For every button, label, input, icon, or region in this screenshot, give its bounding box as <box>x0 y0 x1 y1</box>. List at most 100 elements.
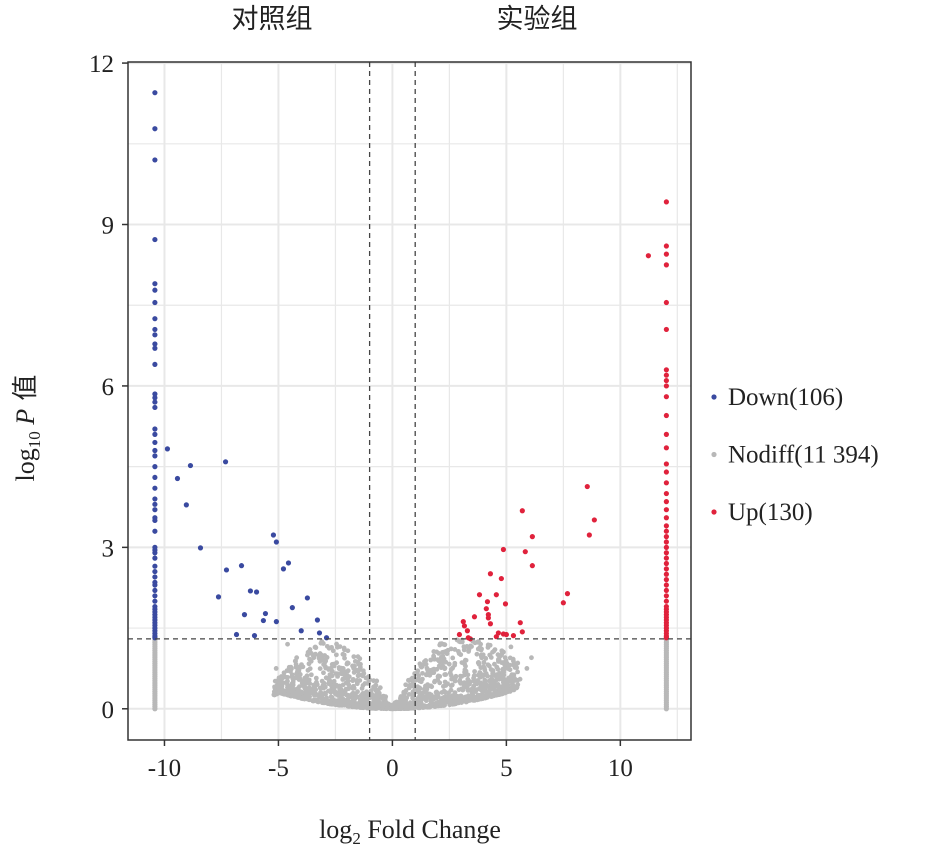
nodiff-point <box>317 658 323 664</box>
down-point <box>152 126 158 132</box>
nodiff-point <box>296 668 302 674</box>
down-point <box>152 447 158 454</box>
nodiff-point <box>398 706 404 711</box>
nodiff-point <box>324 695 329 701</box>
nodiff-point <box>485 645 491 650</box>
nodiff-point <box>441 688 447 694</box>
group-label-right: 实验组 <box>497 4 578 35</box>
nodiff-point <box>469 644 474 649</box>
down-point <box>197 545 204 551</box>
nodiff-point <box>494 692 500 698</box>
nodiff-point <box>286 668 292 673</box>
up-point <box>663 469 669 475</box>
nodiff-point <box>435 674 441 680</box>
grid <box>128 62 691 740</box>
down-point <box>247 588 254 594</box>
nodiff-point <box>432 696 437 702</box>
up-point <box>460 619 466 625</box>
data-points <box>152 90 669 712</box>
nodiff-point <box>417 685 423 691</box>
nodiff-point <box>300 695 305 700</box>
down-point <box>152 439 158 446</box>
down-point <box>270 532 277 538</box>
up-point <box>663 635 669 641</box>
nodiff-point <box>357 678 363 683</box>
x-tick-label: 0 <box>386 755 399 782</box>
legend-label: Nodiff(11 394) <box>728 442 879 469</box>
down-point <box>152 361 158 368</box>
up-point <box>663 299 669 306</box>
nodiff-point <box>296 689 302 695</box>
down-point <box>152 287 158 293</box>
nodiff-point <box>504 660 510 666</box>
up-point <box>519 629 525 635</box>
nodiff-point <box>308 672 314 678</box>
up-point <box>495 630 501 636</box>
down-point <box>152 326 158 333</box>
nodiff-point <box>272 684 278 690</box>
up-point <box>663 490 669 497</box>
nodiff-point <box>511 675 517 681</box>
nodiff-point <box>325 666 331 672</box>
down-point <box>152 507 158 513</box>
down-point <box>152 598 158 604</box>
up-point <box>663 262 669 268</box>
nodiff-point <box>342 647 347 653</box>
up-point <box>663 445 669 451</box>
nodiff-point <box>320 697 325 703</box>
nodiff-point <box>487 677 493 683</box>
down-point <box>152 574 158 580</box>
nodiff-point <box>499 652 505 658</box>
nodiff-point <box>434 666 440 672</box>
nodiff-point <box>406 678 412 684</box>
nodiff-point <box>311 697 317 703</box>
up-point <box>663 243 669 249</box>
x-tick-label: -5 <box>268 755 289 782</box>
nodiff-point <box>410 695 415 701</box>
nodiff-point <box>401 701 407 707</box>
down-point <box>323 635 330 641</box>
nodiff-point <box>431 654 437 660</box>
down-point <box>152 281 158 287</box>
nodiff-point <box>448 667 454 672</box>
up-point <box>476 592 483 598</box>
up-point <box>663 412 669 419</box>
up-point <box>663 528 669 534</box>
up-point <box>564 591 571 597</box>
up-point <box>645 253 651 259</box>
nodiff-point <box>438 655 444 660</box>
nodiff-point <box>345 676 350 682</box>
nodiff-point <box>294 655 300 661</box>
up-point <box>663 326 669 333</box>
down-point <box>187 462 194 469</box>
down-point <box>152 582 158 588</box>
up-point <box>517 620 523 626</box>
nodiff-point <box>308 690 314 696</box>
down-point <box>314 617 321 623</box>
nodiff-point <box>306 661 312 667</box>
nodiff-point <box>441 649 447 655</box>
down-point <box>285 560 292 566</box>
nodiff-point <box>374 678 380 684</box>
up-point <box>663 544 669 550</box>
nodiff-point <box>354 667 359 673</box>
down-point <box>164 446 171 452</box>
nodiff-point <box>515 669 521 675</box>
nodiff-point <box>289 689 295 695</box>
nodiff-point <box>510 656 516 662</box>
down-point <box>289 605 295 611</box>
nodiff-point <box>342 655 347 661</box>
nodiff-point <box>440 696 446 702</box>
nodiff-point <box>302 686 308 692</box>
nodiff-point <box>459 673 465 679</box>
down-point <box>152 635 158 641</box>
up-point <box>663 480 669 486</box>
up-point <box>663 534 669 540</box>
nodiff-point <box>360 703 366 709</box>
nodiff-point <box>417 705 423 711</box>
x-tick-label: -10 <box>148 755 181 782</box>
y-tick-label: 9 <box>102 213 115 240</box>
up-point <box>461 623 468 629</box>
up-point <box>663 560 669 567</box>
down-point <box>152 426 158 432</box>
